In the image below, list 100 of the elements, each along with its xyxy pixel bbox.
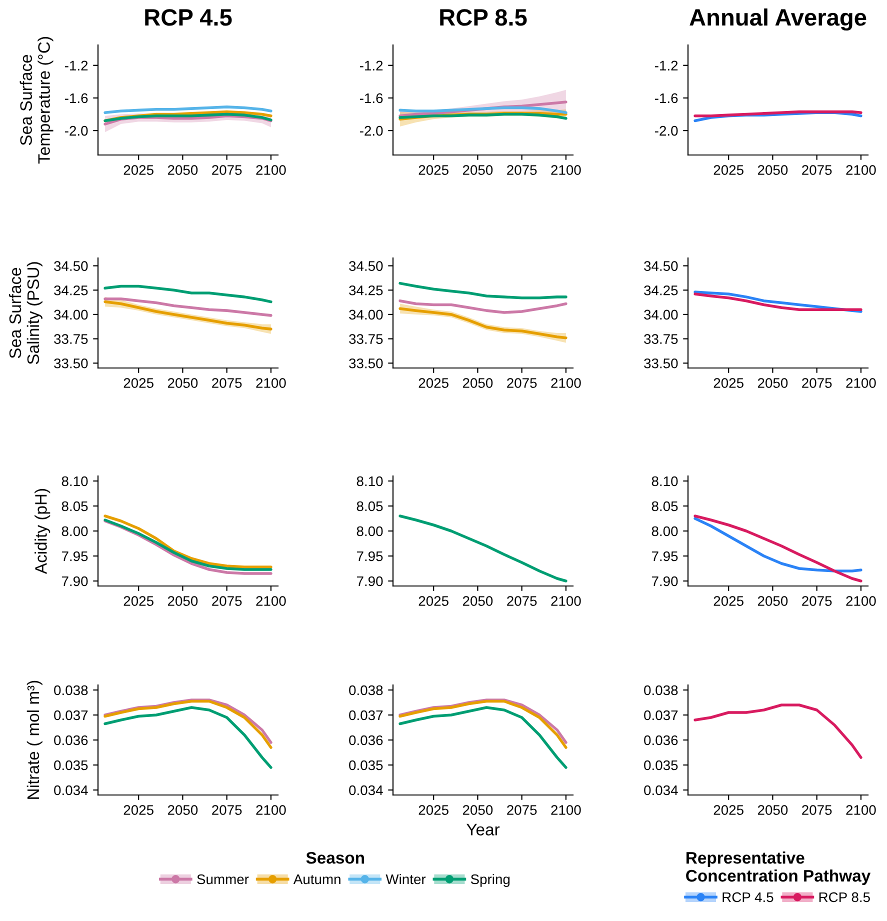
y-tick-label: 34.25 [349,285,383,296]
x-tick-label: 2025 [714,378,744,388]
y-tick-label: 34.50 [349,261,383,271]
legend-label: RCP 4.5 [722,892,774,902]
y-tick-label: 0.034 [54,785,88,796]
y-tick-label: 8.05 [62,501,88,512]
x-tick-label: 2025 [418,805,448,815]
x-tick-label: 2025 [714,805,744,815]
x-tick-label: 2050 [758,805,788,815]
y-tick-label: -1.6 [654,93,678,104]
x-tick-label: 2100 [256,165,286,175]
x-tick-label: 2075 [212,378,242,388]
x-tick-label: 2100 [551,805,581,815]
line-series [104,284,272,304]
x-tick-label: 2075 [507,165,537,175]
x-tick-label: 2025 [714,165,744,175]
y-tick-label: 8.00 [652,526,678,536]
y-tick-label: 8.10 [652,476,678,486]
x-tick-label: 2050 [168,378,198,388]
y-tick-label: 7.90 [652,576,678,586]
x-tick-label: 2050 [168,165,198,175]
x-tick-label: 2100 [846,596,876,606]
x-tick-label: 2075 [212,165,242,175]
y-axis-title: Acidity (pH) [34,488,50,574]
y-axis-title: Nitrate ( mol m³) [26,680,42,799]
line-series [694,514,862,582]
x-tick-label: 2025 [124,165,154,175]
y-tick-label: 33.50 [644,358,678,368]
y-tick-label: -2.0 [360,126,383,136]
line-series [398,514,568,582]
y-tick-label: 7.95 [356,551,383,562]
y-tick-label: -1.6 [360,93,383,104]
y-tick-label: 7.95 [652,551,678,562]
x-tick-label: 2075 [507,378,537,388]
x-tick-label: 2050 [758,165,788,175]
y-tick-label: 33.75 [644,334,678,344]
x-tick-label: 2050 [758,596,788,606]
y-tick-label: 33.50 [54,358,88,368]
y-tick-label: 34.50 [644,261,678,271]
y-axis-title: Sea Surface Temperature (°C) [20,37,54,164]
y-tick-label: 8.00 [356,526,383,536]
x-tick-label: 2025 [124,596,154,606]
line-series [398,282,568,300]
x-tick-label: 2025 [124,805,154,815]
y-tick-label: 7.90 [356,576,383,586]
y-tick-label: 0.038 [349,685,383,696]
chart-title: Annual Average [690,8,866,31]
line-series [104,706,272,769]
x-tick-label: 2100 [551,165,581,175]
x-tick-label: 2025 [418,165,448,175]
y-tick-label: 8.00 [62,526,88,536]
x-tick-label: 2075 [507,805,537,815]
x-tick-label: 2050 [168,805,198,815]
x-axis-title: Year [466,824,500,836]
y-tick-label: 0.035 [644,760,678,770]
legend-title: Representative Concentration Pathway [686,852,871,885]
x-tick-label: 2075 [212,805,242,815]
legend-title: Season [306,852,364,864]
chart-title: RCP 8.5 [440,9,527,26]
y-tick-label: 33.75 [349,334,383,344]
y-tick-label: 34.25 [644,285,678,296]
x-tick-label: 2025 [418,378,448,388]
x-tick-label: 2025 [714,596,744,606]
x-tick-label: 2100 [846,805,876,815]
y-tick-label: 34.00 [349,310,383,320]
x-tick-label: 2100 [256,596,286,606]
y-tick-label: 0.038 [54,685,88,696]
y-tick-label: 0.037 [54,710,88,720]
x-tick-label: 2100 [551,378,581,388]
y-tick-label: 34.00 [54,310,88,320]
x-tick-label: 2050 [168,596,198,606]
y-tick-label: 0.037 [644,710,678,720]
line-series [104,112,272,122]
y-tick-label: -1.2 [360,60,383,70]
y-tick-label: 34.00 [644,310,678,320]
y-tick-label: -2.0 [64,126,88,136]
y-tick-label: -1.6 [64,93,88,104]
y-tick-label: 0.034 [644,785,678,796]
legend-label: Spring [470,874,510,887]
legend-label: Summer [197,874,249,884]
x-tick-label: 2075 [212,596,242,606]
x-tick-label: 2050 [462,378,493,388]
y-tick-label: -1.2 [654,60,678,70]
y-tick-label: 0.036 [54,735,88,746]
x-tick-label: 2050 [462,596,493,606]
y-tick-label: 0.038 [644,685,678,696]
y-tick-label: 0.035 [54,760,88,770]
y-tick-label: 33.75 [54,334,88,344]
y-tick-label: 0.037 [349,710,383,720]
legend-label: Winter [386,874,426,884]
y-tick-label: 7.95 [62,551,88,562]
line-series [694,704,862,759]
y-axis-title: Sea Surface Salinity (PSU) [8,262,42,364]
legend-label: Autumn [293,874,340,884]
legend-label: RCP 8.5 [819,892,870,902]
x-tick-label: 2050 [462,805,493,815]
x-tick-label: 2100 [551,596,581,606]
x-tick-label: 2075 [507,596,537,606]
y-tick-label: 8.05 [356,501,383,512]
x-tick-label: 2075 [802,596,832,606]
